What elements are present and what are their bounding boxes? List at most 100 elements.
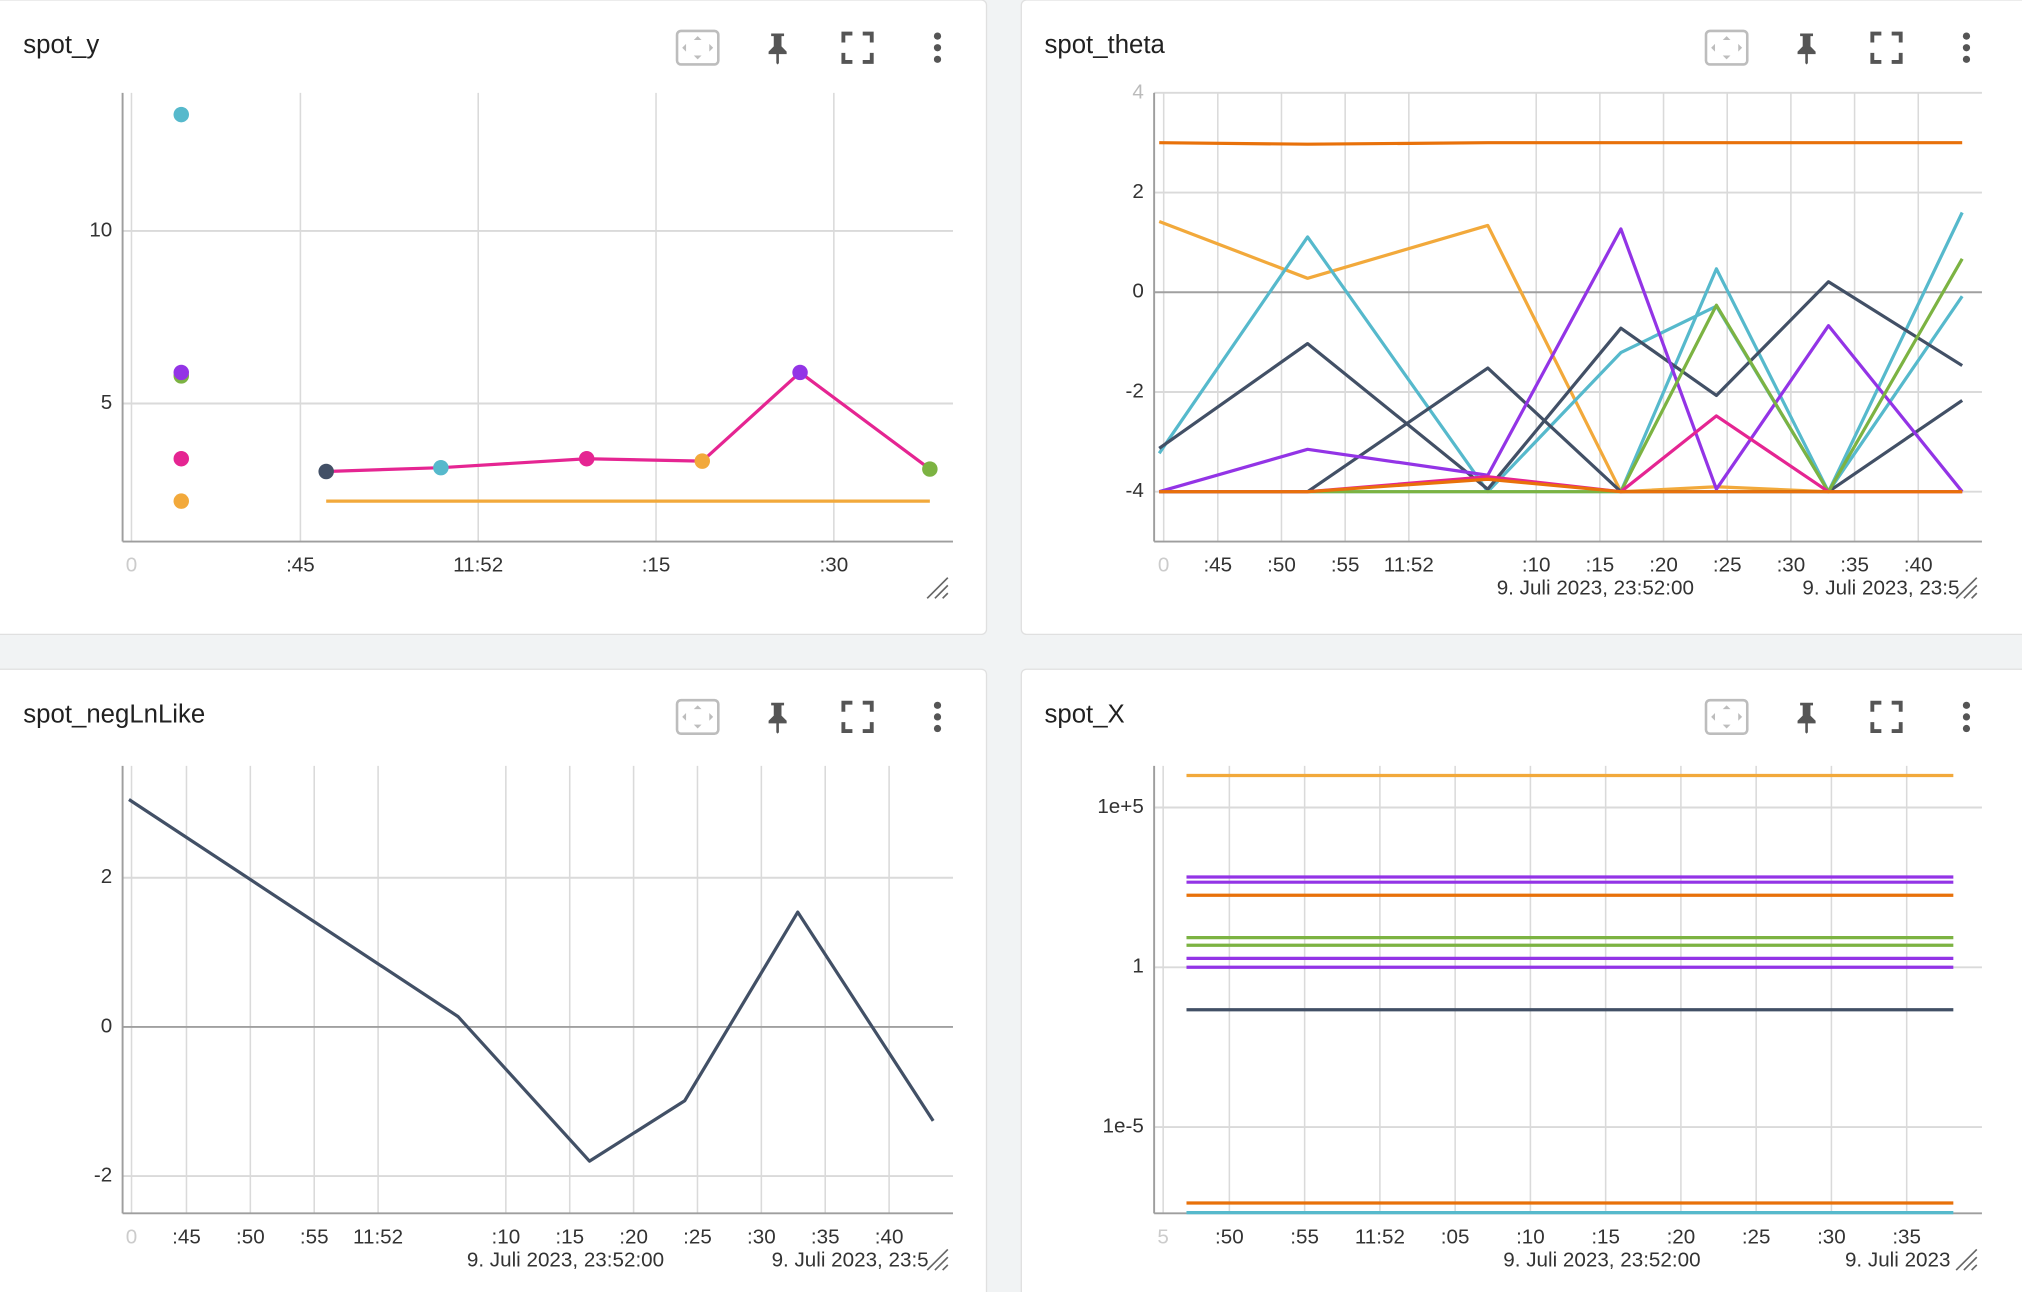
x-tick-label: :50: [236, 1225, 265, 1248]
x-tick-label: :30: [1817, 1225, 1846, 1248]
fullscreen-button[interactable]: [841, 700, 874, 734]
data-point: [318, 463, 334, 480]
chart-card: spot_theta 0:45:50:55 11:52:10:15:20:25:30…: [1020, 0, 2022, 636]
icon: [768, 33, 787, 65]
fullscreen-button[interactable]: [1870, 700, 1903, 734]
x-tick-label: :35: [1892, 1225, 1921, 1248]
icon: [1797, 33, 1816, 65]
x-tick-label: :15: [1591, 1225, 1620, 1248]
data-point: [173, 106, 190, 123]
resize-handle[interactable]: [1955, 577, 1978, 599]
resize-handle[interactable]: [926, 577, 949, 599]
series-line: [1159, 141, 1963, 146]
fit-domain-button[interactable]: [675, 29, 720, 66]
y-tick-label: -4: [1125, 479, 1143, 502]
icon: [933, 44, 942, 52]
pin-button[interactable]: [1797, 702, 1816, 734]
fit-domain-button[interactable]: [1704, 29, 1749, 66]
x-tick-label: :25: [1742, 1225, 1771, 1248]
series-line: [128, 798, 935, 1163]
fullscreen-button[interactable]: [841, 31, 874, 64]
y-tick-label: -2: [94, 1164, 112, 1187]
x-tick-label: :05: [1441, 1225, 1470, 1248]
data-point: [433, 459, 449, 476]
pin-button[interactable]: [768, 33, 787, 65]
x-date-label: 9. Juli 2023, 23:52:00: [467, 1249, 664, 1272]
x-tick-label: 0: [1158, 554, 1169, 577]
x-tick-label: :20: [619, 1225, 648, 1248]
x-tick-label: :35: [811, 1225, 840, 1248]
x-tick-label: :20: [1667, 1225, 1696, 1248]
y-tick-label: 0: [101, 1014, 112, 1037]
fit-domain-button[interactable]: [1704, 698, 1749, 735]
more-button[interactable]: [933, 32, 942, 63]
card-background: [1020, 0, 2022, 636]
x-tick-label: :55: [1331, 554, 1360, 577]
series-line: [1159, 477, 1963, 494]
y-tick-label: -2: [1125, 379, 1143, 402]
icon: [768, 702, 787, 734]
data-point: [694, 453, 710, 469]
x-date-label: 9. Juli 2023, 23:5: [772, 1249, 929, 1272]
chart-title: spot_X: [1045, 700, 1125, 728]
icon: [675, 698, 720, 735]
more-button[interactable]: [933, 701, 942, 733]
series-line: [1158, 280, 1964, 491]
x-tick-label: :30: [820, 554, 849, 577]
data-point: [922, 461, 938, 477]
x-tick-label: :10: [1522, 554, 1551, 577]
resize-handle[interactable]: [1955, 1248, 1978, 1271]
icon: [1971, 1264, 1978, 1271]
card-background: [0, 0, 988, 636]
x-tick-label: :10: [492, 1225, 521, 1248]
x-date-label: 9. Juli 2023: [1845, 1249, 1951, 1272]
icon: [675, 29, 720, 66]
data-point: [173, 493, 190, 509]
icon: [1962, 55, 1971, 63]
x-tick-label: :55: [1290, 1225, 1319, 1248]
x-tick-label: :30: [747, 1225, 776, 1248]
icon: [933, 32, 942, 40]
icon: [1870, 700, 1903, 734]
icon: [1963, 584, 1978, 599]
chart-card: spot_negLnLike 0:45:50:55 11:52:10:15:20:2…: [0, 668, 988, 1292]
chart-title: spot_negLnLike: [23, 700, 205, 728]
pin-button[interactable]: [1797, 33, 1816, 65]
y-tick-label: 1: [1132, 955, 1143, 978]
icon: [1704, 698, 1749, 735]
icon: [1955, 577, 1978, 599]
x-tick-label: :35: [1840, 554, 1869, 577]
more-button[interactable]: [1962, 701, 1971, 733]
fullscreen-button[interactable]: [1870, 31, 1903, 64]
pin-button[interactable]: [768, 702, 787, 734]
icon: [926, 577, 949, 599]
x-tick-label: 0: [126, 1225, 137, 1248]
icon: [934, 1256, 949, 1271]
icon: [933, 55, 942, 63]
icon: [841, 700, 874, 734]
icon: [942, 592, 949, 599]
fit-domain-button[interactable]: [675, 698, 720, 735]
card-background: [0, 668, 988, 1292]
x-tick-label: :45: [172, 1225, 201, 1248]
y-tick-label: 1e-5: [1103, 1115, 1144, 1138]
more-button[interactable]: [1962, 32, 1971, 63]
icon: [1962, 701, 1971, 709]
data-point: [792, 364, 808, 381]
x-tick-label: :25: [683, 1225, 712, 1248]
x-tick-label: :50: [1215, 1225, 1244, 1248]
chart-title: spot_theta: [1045, 31, 1166, 59]
y-tick-label: 2: [1132, 180, 1143, 203]
icon: [1962, 44, 1971, 52]
card-background: [1020, 668, 2022, 1292]
icon: [933, 724, 942, 733]
x-tick-label: :15: [1586, 554, 1615, 577]
y-tick-label: 0: [1132, 280, 1143, 303]
x-tick-label: :40: [875, 1225, 904, 1248]
icon: [1962, 724, 1971, 733]
chart-card: spot_y 0:45 11:52:15:30 5 10: [0, 0, 988, 636]
resize-handle[interactable]: [926, 1248, 949, 1271]
y-tick-label: 4: [1132, 80, 1143, 103]
x-date-label: 9. Juli 2023, 23:52:00: [1497, 577, 1694, 600]
icon: [1704, 29, 1749, 66]
